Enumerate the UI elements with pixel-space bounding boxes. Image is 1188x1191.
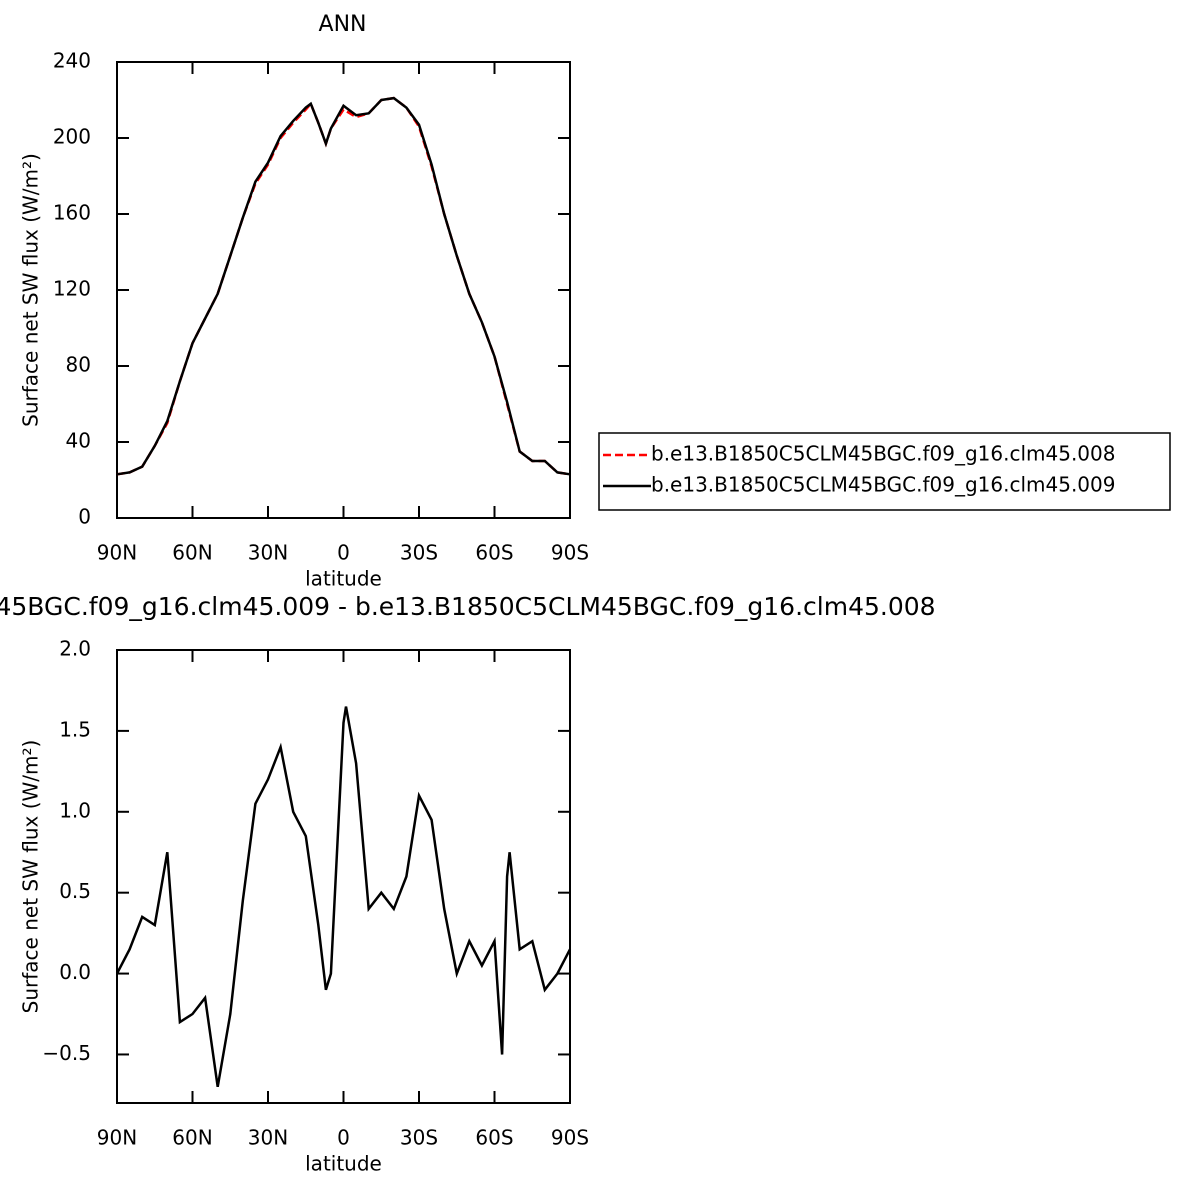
x-tick-label: 90N xyxy=(97,1126,137,1150)
x-tick-label: 30N xyxy=(248,541,288,565)
x-tick-label: 60S xyxy=(475,541,513,565)
x-tick-label: 0 xyxy=(337,1126,350,1150)
y-axis-label: Surface net SW flux (W/m²) xyxy=(19,153,43,427)
legend-box xyxy=(598,432,1171,511)
x-tick-label: 30N xyxy=(248,1126,288,1150)
chart-title: b.e13.B1850C5CLM45BGC.f09_g16.clm45.009 … xyxy=(0,592,936,621)
y-tick-label: 160 xyxy=(53,201,91,225)
x-tick-label: 30S xyxy=(400,1126,438,1150)
y-tick-label: 120 xyxy=(53,277,91,301)
chart-title: ANN xyxy=(319,12,367,37)
x-tick-label: 60N xyxy=(172,1126,212,1150)
y-tick-label: −0.5 xyxy=(42,1041,91,1065)
x-tick-label: 90S xyxy=(551,1126,589,1150)
legend-label: b.e13.B1850C5CLM45BGC.f09_g16.clm45.009 xyxy=(651,473,1115,497)
y-tick-label: 1.0 xyxy=(59,798,91,822)
y-axis-label: Surface net SW flux (W/m²) xyxy=(19,740,43,1014)
x-axis-label: latitude xyxy=(305,1152,382,1176)
x-tick-label: 90N xyxy=(97,541,137,565)
x-tick-label: 0 xyxy=(337,541,350,565)
y-tick-label: 0 xyxy=(78,505,91,529)
y-tick-label: 1.5 xyxy=(59,717,91,741)
data-line xyxy=(115,706,572,1088)
x-tick-label: 60S xyxy=(475,1126,513,1150)
y-tick-label: 240 xyxy=(53,49,91,73)
data-line xyxy=(116,96,571,476)
y-tick-label: 40 xyxy=(66,429,91,453)
legend-label: b.e13.B1850C5CLM45BGC.f09_g16.clm45.008 xyxy=(651,442,1115,466)
x-axis-label: latitude xyxy=(305,567,382,591)
plot-frame xyxy=(116,61,571,519)
data-line xyxy=(116,96,571,476)
y-tick-label: 0.5 xyxy=(59,879,91,903)
plot-frame xyxy=(116,649,571,1104)
y-tick-label: 80 xyxy=(66,353,91,377)
x-tick-label: 60N xyxy=(172,541,212,565)
y-tick-label: 2.0 xyxy=(59,637,91,661)
y-tick-label: 0.0 xyxy=(59,960,91,984)
x-tick-label: 30S xyxy=(400,541,438,565)
x-tick-label: 90S xyxy=(551,541,589,565)
y-tick-label: 200 xyxy=(53,125,91,149)
